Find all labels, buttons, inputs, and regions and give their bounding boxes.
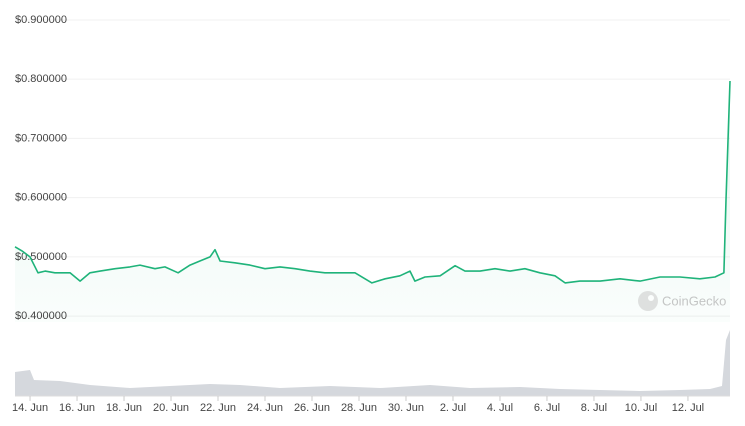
- x-tick-label: 12. Jul: [672, 402, 704, 414]
- x-tick-label: 10. Jul: [625, 402, 657, 414]
- x-tick-label: 22. Jun: [200, 402, 236, 414]
- y-tick-label: $0.600000: [15, 192, 67, 204]
- y-tick-label: $0.400000: [15, 310, 67, 322]
- watermark-text: CoinGecko: [662, 293, 726, 308]
- x-tick-label: 26. Jun: [294, 402, 330, 414]
- volume-area: [15, 330, 730, 396]
- x-tick-label: 28. Jun: [341, 402, 377, 414]
- price-line: [14, 80, 731, 284]
- x-tick-label: 18. Jun: [106, 402, 142, 414]
- y-tick-label: $0.900000: [15, 14, 67, 26]
- x-tick-label: 16. Jun: [59, 402, 95, 414]
- y-tick-label: $0.700000: [15, 132, 67, 144]
- x-tick-label: 6. Jul: [534, 402, 560, 414]
- watermark: CoinGecko: [638, 291, 726, 311]
- y-tick-label: $0.500000: [15, 251, 67, 263]
- watermark-logo: [638, 291, 658, 311]
- x-tick-label: 14. Jun: [12, 402, 48, 414]
- x-tick-label: 8. Jul: [581, 402, 607, 414]
- x-tick-label: 4. Jul: [487, 402, 513, 414]
- watermark-logo-eye: [648, 295, 654, 301]
- x-tick-label: 30. Jun: [388, 402, 424, 414]
- y-tick-label: $0.800000: [15, 73, 67, 85]
- x-tick-label: 20. Jun: [153, 402, 189, 414]
- x-tick-label: 24. Jun: [247, 402, 283, 414]
- x-tick-label: 2. Jul: [440, 402, 466, 414]
- price-area: [15, 81, 730, 322]
